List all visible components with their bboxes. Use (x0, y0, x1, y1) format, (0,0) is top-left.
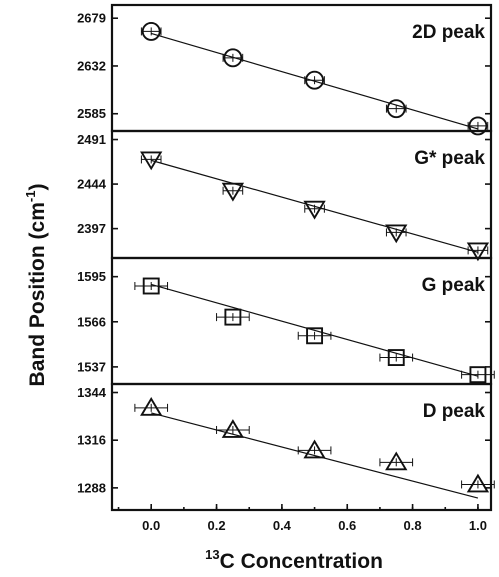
error-bar (297, 446, 332, 455)
y-tick-label: 1566 (77, 314, 106, 329)
x-tick-label: 0.4 (273, 518, 292, 533)
fit-line (151, 412, 479, 499)
error-bar (140, 155, 162, 164)
data-point (303, 200, 326, 220)
error-bar (304, 76, 325, 85)
error-bar (134, 282, 169, 290)
y-axis-title-exponent: -1 (23, 191, 38, 203)
error-bar (467, 246, 489, 255)
panel-label: G* peak (414, 148, 485, 169)
error-bar (379, 353, 414, 362)
y-tick-label: 1344 (77, 385, 107, 400)
y-tick-label: 1316 (77, 433, 106, 448)
data-point (141, 21, 161, 41)
plot-area: 2679 2632 2585 2D peak 2491 2444 2397 G* peak 15… (77, 3, 495, 533)
y-axis-title: Band Position (cm-1) (23, 184, 49, 387)
panel-d-peak: 1344 1316 1288 D peak (77, 382, 495, 512)
error-bar (461, 370, 495, 379)
data-point (142, 277, 160, 295)
panel-label: D peak (423, 401, 486, 422)
x-tick-label: 0.0 (142, 518, 160, 533)
x-tick-label: 0.8 (404, 518, 422, 533)
data-point (224, 308, 242, 326)
fit-line (151, 283, 479, 377)
y-tick-label: 2679 (77, 11, 106, 26)
data-point (466, 473, 490, 493)
data-point (469, 366, 487, 384)
data-point (223, 48, 243, 68)
data-point (303, 439, 326, 459)
y-tick-label: 2632 (77, 58, 106, 73)
y-tick-label: 1537 (77, 359, 106, 374)
x-axis-title: 13C Concentration (205, 547, 383, 573)
panel-label: 2D peak (412, 22, 485, 43)
error-bar (385, 104, 407, 113)
y-axis-title-close: ) (26, 184, 49, 191)
data-point (466, 242, 490, 262)
y-axis-title-main: Band Position (cm (26, 202, 49, 386)
y-tick-label: 1288 (77, 480, 106, 495)
panel-g-peak: 1595 1566 1537 G peak (77, 256, 495, 386)
error-bar (385, 228, 407, 237)
error-bar (140, 27, 162, 36)
x-tick-label: 1.0 (469, 518, 487, 533)
y-tick-label: 2397 (77, 221, 106, 236)
data-point (386, 99, 406, 119)
error-bar (222, 186, 244, 195)
y-tick-label: 2491 (77, 132, 106, 147)
error-bar (134, 403, 169, 412)
panel-gstar-peak: 2491 2444 2397 G* peak (77, 129, 493, 262)
y-tick-label: 2585 (77, 106, 106, 121)
data-point (385, 451, 408, 471)
data-point (140, 151, 163, 171)
x-tick-label: 0.6 (338, 518, 356, 533)
data-point (221, 182, 245, 202)
error-bar (461, 480, 495, 489)
data-point (387, 349, 405, 367)
x-axis-title-main: C Concentration (220, 550, 383, 573)
error-bar (216, 425, 250, 434)
error-bar (216, 313, 250, 322)
x-tick-label: 0.2 (208, 518, 226, 533)
data-point (140, 396, 163, 416)
error-bar (222, 53, 244, 62)
error-bar (297, 331, 332, 340)
error-bar (304, 204, 325, 213)
data-point (385, 224, 408, 244)
data-point (221, 419, 245, 438)
panel-2d-peak: 2679 2632 2585 2D peak (77, 3, 493, 136)
data-point (305, 70, 325, 90)
x-axis-title-isotope: 13 (205, 547, 219, 562)
data-point (306, 327, 324, 345)
y-tick-label: 1595 (77, 269, 106, 284)
y-tick-label: 2444 (77, 177, 107, 192)
error-bar (467, 121, 489, 130)
panel-label: G peak (422, 275, 486, 296)
panel-frame (110, 382, 493, 512)
data-point (468, 116, 488, 136)
error-bar (379, 458, 414, 467)
